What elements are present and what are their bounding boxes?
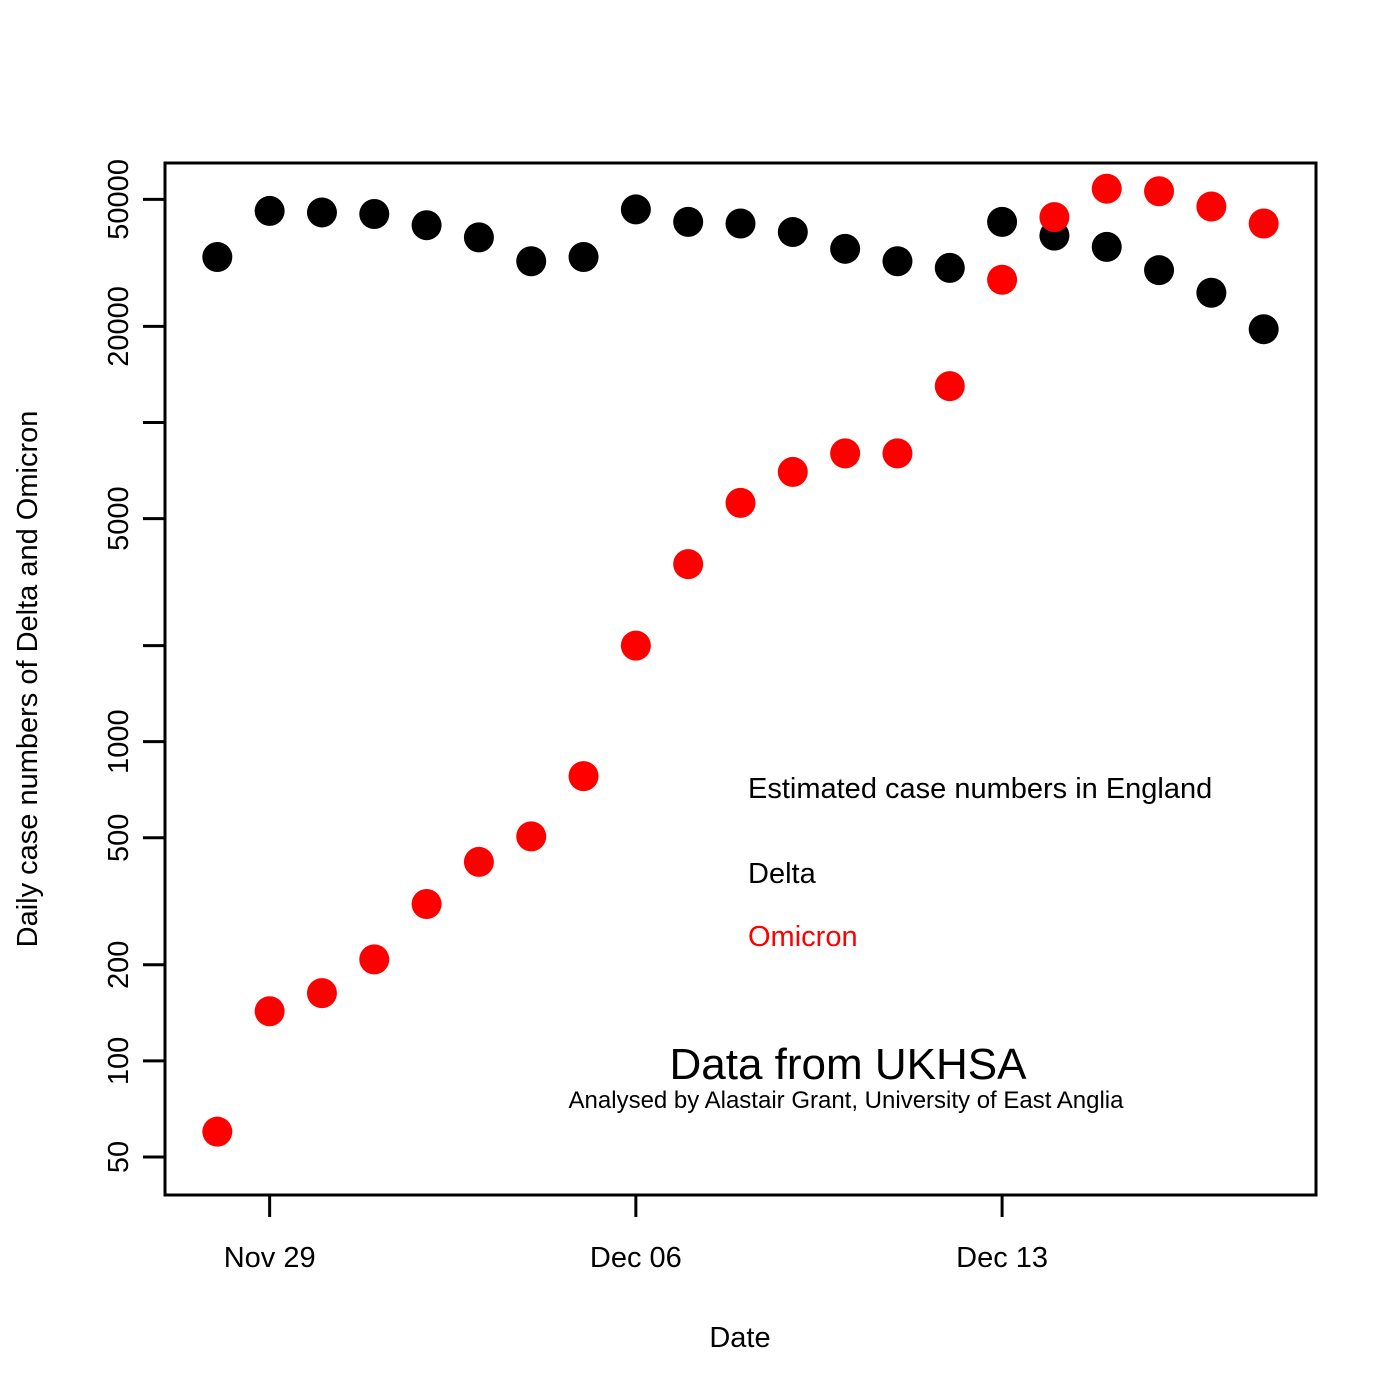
data-point-omicron bbox=[359, 944, 390, 975]
data-point-delta bbox=[1144, 255, 1175, 286]
data-point-omicron bbox=[1091, 173, 1122, 204]
data-point-delta bbox=[777, 217, 808, 248]
source-annotation: Data from UKHSA bbox=[670, 1040, 1028, 1089]
data-point-delta bbox=[516, 246, 547, 277]
data-point-omicron bbox=[568, 761, 599, 792]
y-tick-label: 1000 bbox=[103, 709, 135, 774]
data-point-delta bbox=[202, 241, 233, 272]
credit-annotation: Analysed by Alastair Grant, University o… bbox=[569, 1087, 1125, 1114]
y-tick-label: 200 bbox=[103, 941, 135, 989]
y-tick-label: 50000 bbox=[103, 159, 135, 240]
data-point-delta bbox=[830, 233, 861, 264]
data-point-delta bbox=[568, 241, 599, 272]
legend-entry-omicron: Omicron bbox=[748, 921, 858, 953]
data-point-delta bbox=[306, 197, 337, 228]
data-point-omicron bbox=[1144, 176, 1175, 207]
y-tick-label: 50 bbox=[103, 1141, 135, 1173]
data-point-delta bbox=[1091, 231, 1122, 262]
data-point-omicron bbox=[1039, 202, 1070, 233]
y-tick-label: 20000 bbox=[103, 286, 135, 367]
x-axis: Nov 29 Dec 06 Dec 13 bbox=[224, 1195, 1048, 1274]
data-point-omicron bbox=[777, 456, 808, 487]
legend-entry-delta: Delta bbox=[748, 858, 817, 890]
data-point-omicron bbox=[934, 371, 965, 402]
data-point-omicron bbox=[1196, 191, 1227, 222]
data-point-delta bbox=[725, 208, 756, 239]
y-axis-label: Daily case numbers of Delta and Omicron bbox=[12, 411, 44, 948]
data-point-omicron bbox=[516, 821, 547, 852]
y-axis: 50 100 200 500 1000 5000 20000 50000 bbox=[103, 159, 165, 1173]
x-tick-label: Dec 06 bbox=[590, 1242, 682, 1274]
data-point-omicron bbox=[673, 549, 704, 580]
data-point-omicron bbox=[463, 846, 494, 877]
data-point-delta bbox=[1196, 277, 1227, 308]
series-omicron bbox=[202, 173, 1279, 1147]
x-tick-label: Nov 29 bbox=[224, 1242, 316, 1274]
y-tick-label: 100 bbox=[103, 1037, 135, 1085]
data-point-delta bbox=[411, 210, 442, 241]
data-point-omicron bbox=[882, 438, 913, 469]
x-axis-label: Date bbox=[709, 1322, 770, 1354]
data-point-omicron bbox=[725, 487, 756, 518]
data-point-omicron bbox=[306, 978, 337, 1009]
data-point-delta bbox=[620, 194, 651, 225]
data-point-delta bbox=[463, 222, 494, 253]
legend-heading: Estimated case numbers in England bbox=[748, 773, 1212, 805]
data-point-omicron bbox=[620, 630, 651, 661]
data-point-omicron bbox=[987, 264, 1018, 295]
plot-frame bbox=[163, 161, 1318, 1197]
data-point-delta bbox=[987, 206, 1018, 237]
data-point-delta bbox=[359, 198, 390, 229]
data-point-omicron bbox=[202, 1116, 233, 1147]
data-point-delta bbox=[254, 195, 285, 226]
data-point-omicron bbox=[411, 889, 442, 920]
data-point-delta bbox=[1248, 314, 1279, 345]
y-tick-label: 500 bbox=[103, 814, 135, 862]
data-point-omicron bbox=[254, 996, 285, 1027]
data-point-delta bbox=[673, 206, 704, 237]
x-tick-label: Dec 13 bbox=[956, 1242, 1048, 1274]
data-point-omicron bbox=[830, 438, 861, 469]
y-tick-label: 5000 bbox=[103, 486, 135, 551]
data-point-omicron bbox=[1248, 208, 1279, 239]
data-point-delta bbox=[934, 252, 965, 283]
data-point-delta bbox=[882, 246, 913, 277]
